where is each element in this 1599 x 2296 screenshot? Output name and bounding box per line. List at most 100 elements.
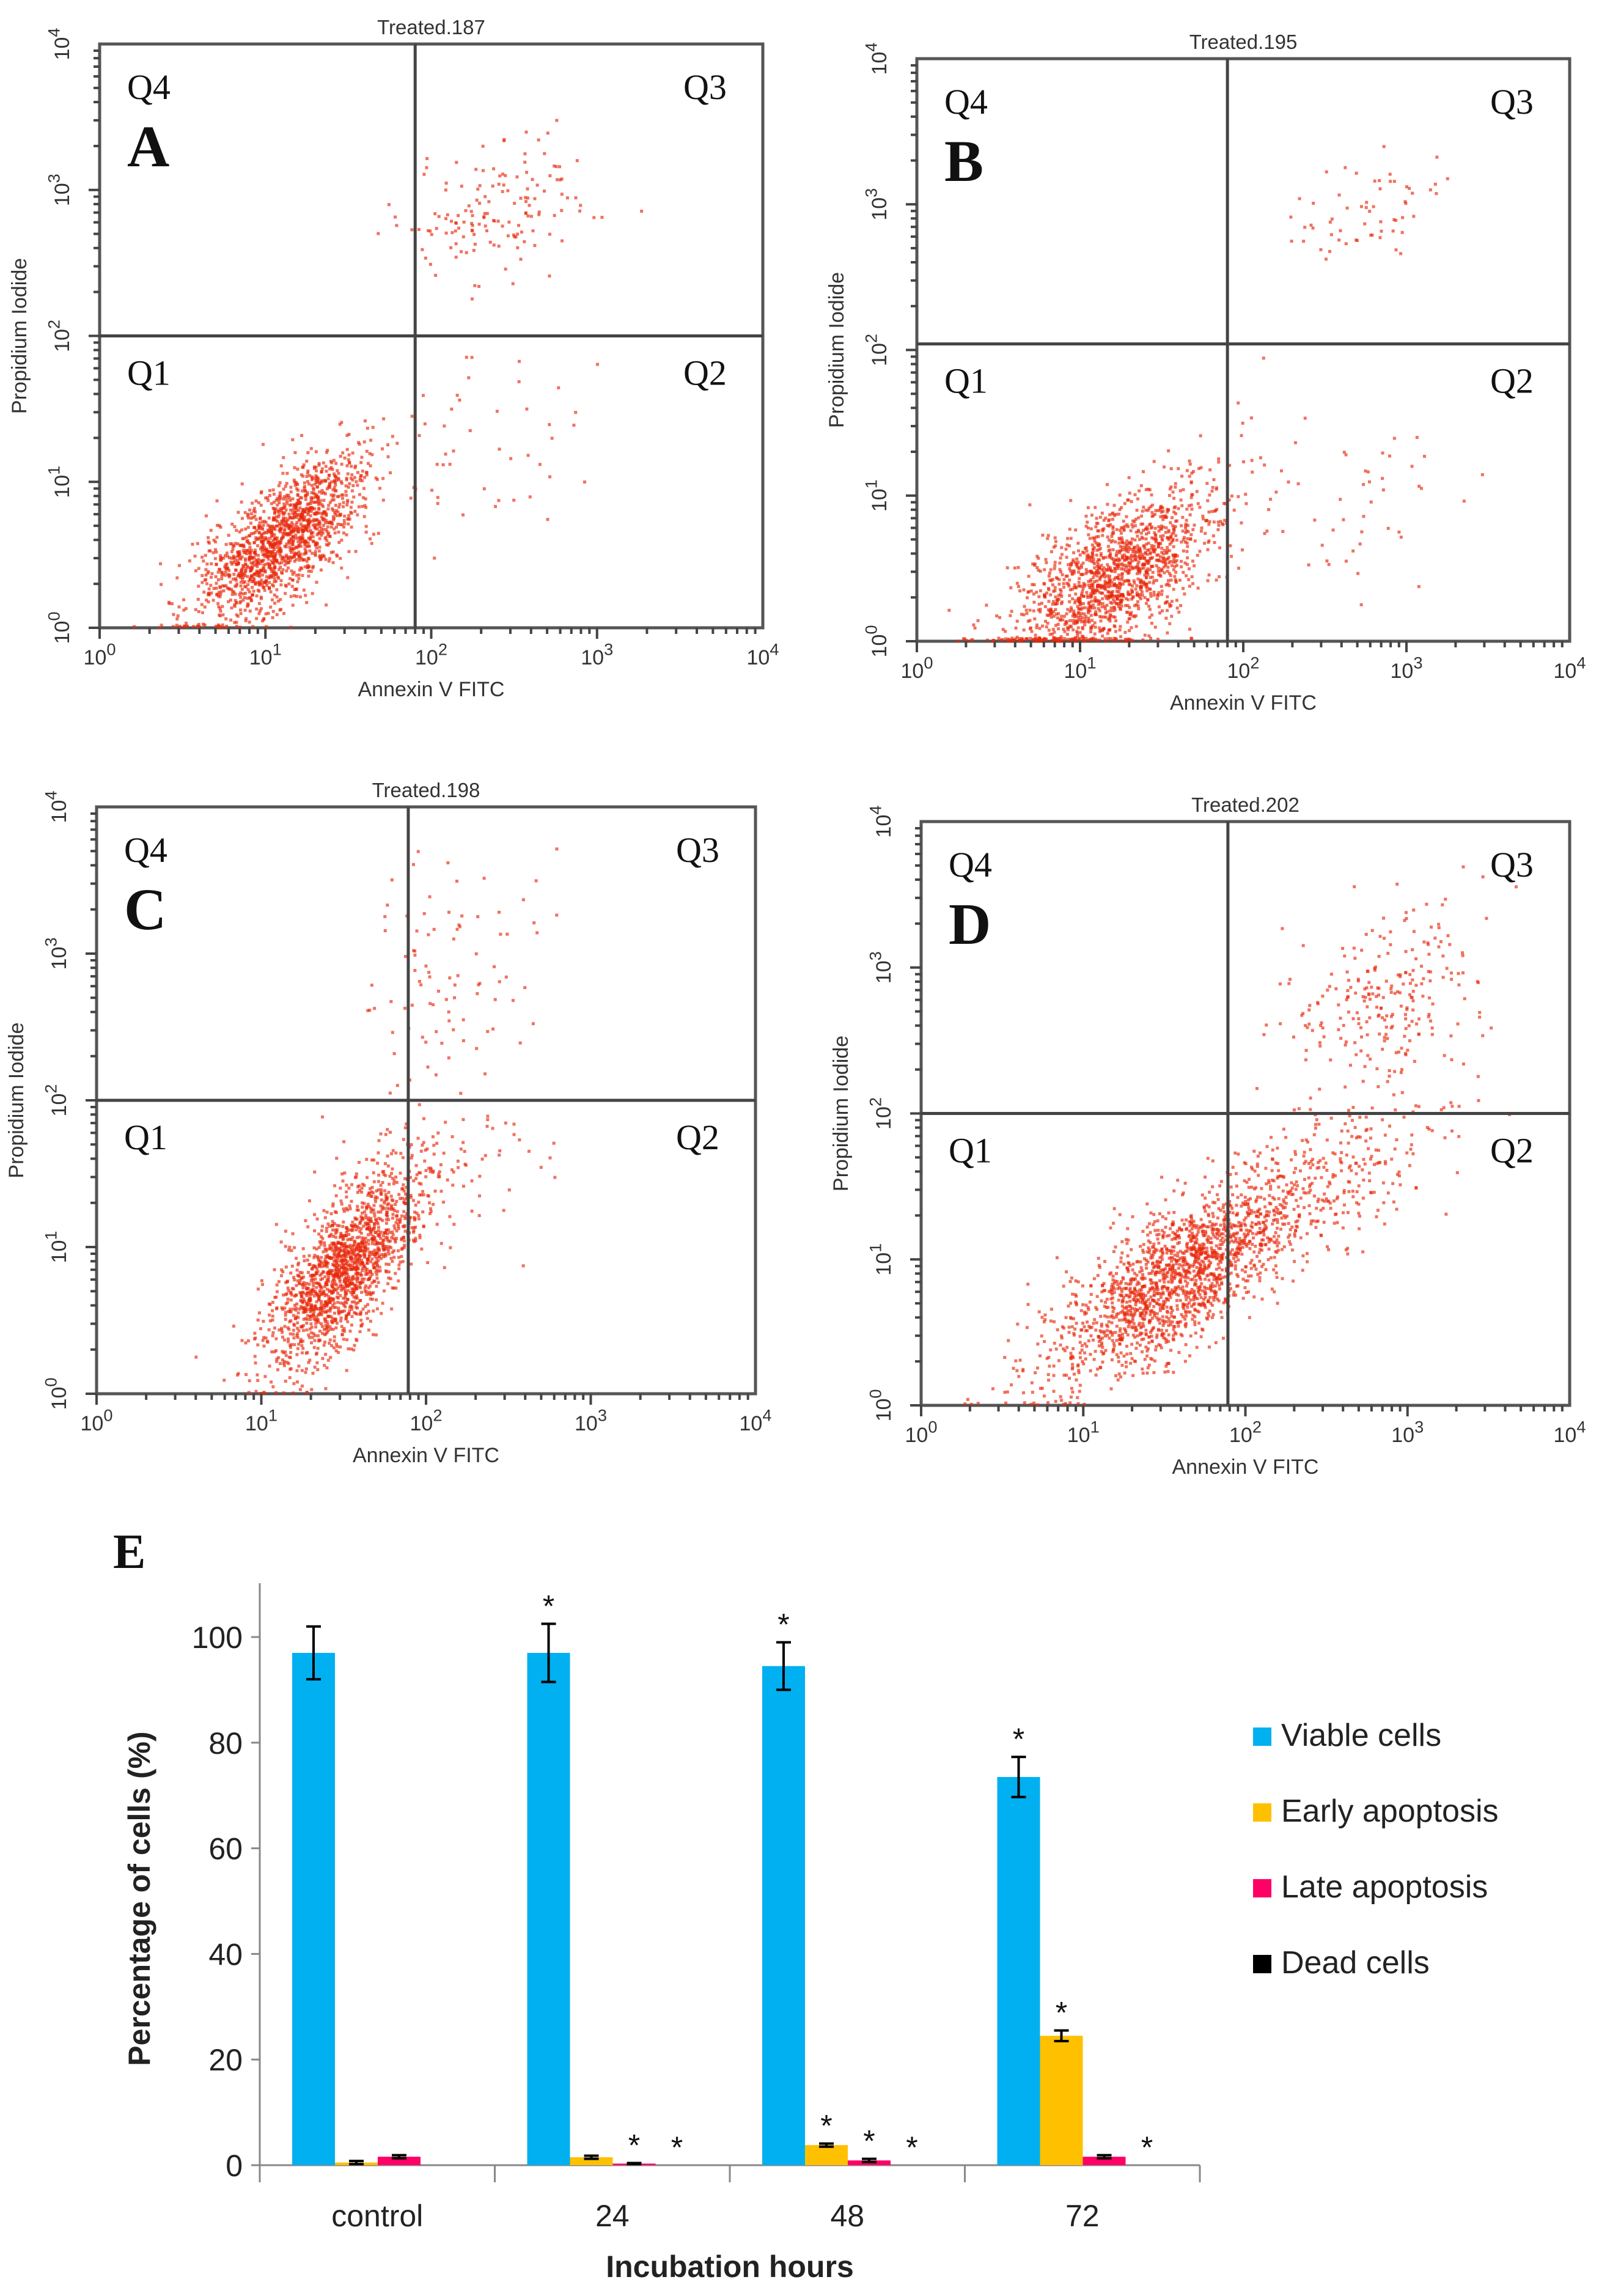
scatter-point <box>1059 637 1063 641</box>
scatter-point <box>285 542 289 546</box>
scatter-point <box>358 1261 362 1265</box>
scatter-point <box>574 411 578 414</box>
scatter-point <box>444 452 447 456</box>
scatter-point <box>1089 638 1093 641</box>
scatter-point <box>215 581 218 585</box>
scatter-point <box>285 493 289 497</box>
scatter-point <box>1108 579 1112 583</box>
scatter-point <box>291 1232 295 1235</box>
scatter-point <box>228 556 232 560</box>
scatter-point <box>333 1222 336 1226</box>
scatter-point <box>197 622 200 626</box>
scatter-point <box>275 545 279 549</box>
scatter-point <box>394 1176 398 1179</box>
scatter-point <box>1081 550 1084 554</box>
scatter-point <box>1120 575 1124 579</box>
scatter-point <box>262 563 266 567</box>
scatter-point <box>1446 177 1449 180</box>
scatter-point <box>314 1322 318 1325</box>
scatter-point <box>292 570 296 574</box>
scatter-point <box>437 215 441 218</box>
scatter-point <box>342 1140 346 1144</box>
scatter-point <box>331 1220 334 1223</box>
scatter-point <box>465 355 468 359</box>
scatter-point <box>315 1267 318 1270</box>
scatter-point <box>1184 524 1188 528</box>
scatter-point <box>1196 554 1199 557</box>
scatter-point <box>280 1326 284 1330</box>
scatter-point <box>1090 559 1094 563</box>
scatter-point <box>233 620 237 624</box>
scatter-point <box>360 1273 364 1277</box>
scatter-point <box>352 1348 356 1352</box>
scatter-point <box>325 543 328 546</box>
scatter-point <box>322 1306 326 1310</box>
scatter-point <box>262 558 265 562</box>
scatter-point <box>1182 587 1185 591</box>
scatter-point <box>1054 602 1057 606</box>
scatter-point <box>1049 550 1053 554</box>
scatter-point <box>362 440 366 444</box>
scatter-point <box>300 1384 304 1388</box>
scatter-point <box>345 1338 349 1342</box>
scatter-point <box>175 617 179 620</box>
scatter-point <box>285 523 289 526</box>
scatter-point <box>197 584 200 588</box>
scatter-point <box>1087 606 1090 609</box>
scatter-point <box>176 614 180 617</box>
scatter-point <box>325 1226 328 1230</box>
scatter-point <box>357 1161 361 1165</box>
scatter-point <box>254 518 258 521</box>
scatter-point <box>366 1317 369 1320</box>
scatter-point <box>269 531 273 535</box>
scatter-point <box>347 1284 351 1288</box>
scatter-point <box>1219 520 1222 523</box>
scatter-point <box>1279 469 1283 473</box>
scatter-point <box>307 523 311 526</box>
scatter-point <box>1066 638 1070 641</box>
scatter-point <box>322 554 326 558</box>
scatter-point <box>281 1331 284 1334</box>
scatter-point <box>1201 517 1205 521</box>
scatter-point <box>318 557 322 561</box>
scatter-point <box>1149 522 1152 526</box>
scatter-point <box>340 539 344 542</box>
scatter-point <box>1046 537 1049 540</box>
scatter-point <box>258 609 262 613</box>
scatter-point <box>280 526 284 530</box>
scatter-point <box>1105 574 1109 578</box>
scatter-point <box>1119 585 1122 589</box>
scatter-point <box>320 1322 323 1326</box>
scatter-point <box>216 594 220 598</box>
scatter-point <box>369 1319 372 1323</box>
scatter-point <box>1185 550 1189 553</box>
scatter-point <box>289 490 293 494</box>
scatter-point <box>312 1308 316 1311</box>
scatter-point <box>256 1318 260 1322</box>
scatter-point <box>217 605 221 609</box>
scatter-point <box>1142 506 1145 509</box>
scatter-point <box>1111 590 1114 594</box>
scatter-point <box>311 551 314 555</box>
scatter-point <box>301 534 304 537</box>
scatter-point <box>454 242 458 246</box>
scatter-point <box>338 1285 342 1289</box>
scatter-point <box>1157 559 1161 562</box>
scatter-point <box>444 217 448 221</box>
scatter-point <box>383 1199 387 1203</box>
scatter-point <box>302 1317 306 1321</box>
scatter-point <box>354 1260 358 1264</box>
scatter-point <box>313 492 317 496</box>
scatter-point <box>1089 592 1093 595</box>
scatter-point <box>273 1268 276 1271</box>
scatter-point <box>397 1227 400 1231</box>
scatter-point <box>1362 515 1366 518</box>
scatter-point <box>331 488 335 491</box>
scatter-point <box>292 1333 295 1336</box>
scatter-point <box>252 589 255 593</box>
scatter-point <box>1108 554 1111 557</box>
scatter-point <box>277 509 281 513</box>
scatter-point <box>1129 557 1133 561</box>
scatter-point <box>325 469 328 473</box>
scatter-point <box>1069 638 1073 641</box>
